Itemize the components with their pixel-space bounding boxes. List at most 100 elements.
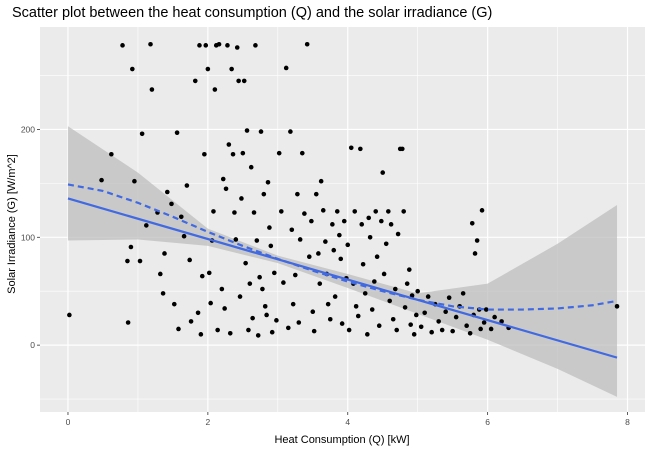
data-point bbox=[381, 271, 387, 277]
data-point bbox=[174, 130, 180, 135]
data-point bbox=[332, 294, 338, 299]
data-point bbox=[120, 43, 125, 48]
data-point bbox=[297, 237, 303, 242]
data-point bbox=[220, 176, 226, 182]
data-point bbox=[211, 209, 216, 214]
data-point bbox=[479, 208, 485, 213]
data-point bbox=[338, 256, 344, 262]
data-point bbox=[223, 186, 229, 192]
data-point bbox=[251, 210, 257, 215]
data-point bbox=[257, 274, 262, 280]
data-point bbox=[216, 41, 222, 47]
data-point bbox=[309, 218, 314, 224]
data-point bbox=[469, 220, 475, 226]
data-point bbox=[148, 41, 153, 47]
data-point bbox=[233, 237, 239, 242]
data-point bbox=[450, 328, 455, 334]
data-point bbox=[128, 244, 134, 250]
data-point bbox=[395, 231, 401, 237]
data-point bbox=[234, 45, 240, 50]
data-point bbox=[436, 319, 441, 324]
x-tick-label: 4 bbox=[345, 417, 350, 427]
data-point bbox=[248, 164, 254, 170]
data-point bbox=[345, 242, 351, 248]
data-point bbox=[306, 254, 312, 260]
data-point bbox=[160, 291, 166, 296]
data-point bbox=[379, 218, 384, 224]
data-point bbox=[243, 260, 248, 266]
data-point bbox=[337, 232, 342, 238]
data-point bbox=[320, 208, 326, 213]
data-point bbox=[176, 326, 181, 332]
data-point bbox=[348, 145, 354, 151]
data-point bbox=[144, 223, 149, 228]
data-point bbox=[205, 66, 211, 72]
data-point bbox=[244, 128, 250, 133]
x-axis-ticks: 0 2 4 6 8 bbox=[66, 412, 630, 427]
data-point bbox=[483, 307, 489, 312]
x-axis-title: Heat Consumption (Q) [kW] bbox=[274, 434, 409, 446]
data-point bbox=[130, 66, 135, 72]
data-point bbox=[313, 191, 319, 197]
data-point bbox=[125, 258, 130, 264]
data-point bbox=[401, 209, 406, 214]
data-point bbox=[225, 43, 230, 48]
data-point bbox=[366, 215, 372, 221]
data-point bbox=[237, 294, 243, 299]
data-point bbox=[310, 309, 316, 315]
data-point bbox=[388, 222, 394, 227]
data-point bbox=[267, 225, 272, 230]
data-point bbox=[229, 66, 234, 72]
data-point bbox=[241, 78, 247, 84]
data-point bbox=[195, 310, 201, 316]
data-point bbox=[222, 306, 227, 311]
data-point bbox=[406, 267, 412, 272]
data-point bbox=[192, 78, 198, 84]
data-point bbox=[255, 333, 261, 338]
data-point bbox=[422, 310, 427, 316]
data-point bbox=[236, 78, 241, 84]
data-point bbox=[408, 322, 413, 327]
data-point bbox=[374, 254, 380, 260]
data-point bbox=[272, 270, 277, 276]
data-point bbox=[352, 209, 358, 214]
x-tick-label: 0 bbox=[66, 417, 71, 427]
data-point bbox=[380, 170, 386, 175]
data-point bbox=[254, 238, 260, 243]
data-point bbox=[203, 43, 209, 48]
data-point bbox=[285, 325, 291, 331]
data-point bbox=[208, 300, 213, 306]
data-point bbox=[197, 43, 202, 48]
data-point bbox=[334, 209, 340, 214]
data-point bbox=[404, 281, 410, 286]
data-point bbox=[614, 304, 620, 309]
data-point bbox=[402, 305, 408, 310]
data-point bbox=[346, 327, 352, 333]
data-point bbox=[355, 313, 361, 319]
data-point bbox=[386, 209, 391, 214]
data-point bbox=[295, 191, 300, 197]
data-point bbox=[467, 330, 473, 336]
data-point bbox=[230, 151, 236, 157]
data-point bbox=[460, 291, 466, 296]
linear-fit-line bbox=[67, 197, 618, 359]
data-point bbox=[439, 327, 445, 333]
data-point bbox=[367, 234, 373, 240]
data-point bbox=[169, 201, 174, 207]
data-point bbox=[206, 270, 212, 276]
major-gridlines bbox=[40, 27, 645, 412]
x-tick-label: 8 bbox=[625, 417, 630, 427]
data-point bbox=[413, 312, 419, 318]
y-tick-label: 100 bbox=[21, 232, 35, 242]
data-point bbox=[164, 189, 170, 195]
data-point bbox=[327, 316, 333, 322]
data-point bbox=[258, 129, 264, 134]
data-point bbox=[262, 304, 268, 309]
data-point bbox=[358, 146, 363, 152]
data-point bbox=[99, 177, 104, 183]
data-point bbox=[418, 324, 424, 330]
data-point bbox=[464, 323, 469, 329]
data-point bbox=[296, 320, 302, 325]
data-point bbox=[478, 326, 483, 332]
